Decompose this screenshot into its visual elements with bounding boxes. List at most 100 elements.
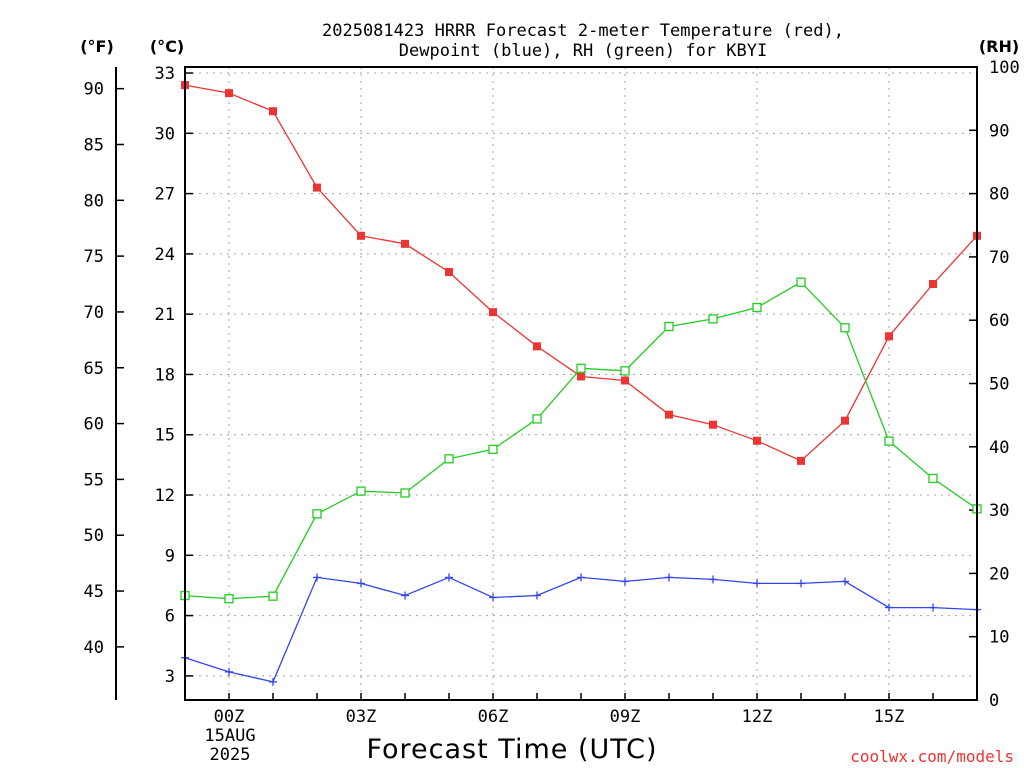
time-axis: 00Z 03Z 06Z 09Z 12Z 15Z	[184, 693, 978, 727]
celsius-tick-label: 3	[165, 667, 175, 687]
fahrenheit-tick-label: 70	[84, 303, 104, 323]
temperature-point	[797, 456, 805, 465]
fahrenheit-tick-label: 45	[84, 582, 104, 602]
temperature-point	[357, 231, 365, 240]
rh-point	[532, 414, 542, 424]
fahrenheit-tick-label: 50	[84, 526, 104, 546]
date-label-day: 15AUG	[204, 726, 255, 746]
dewpoint-point	[929, 603, 937, 612]
fahrenheit-unit-label: (°F)	[80, 37, 114, 56]
rh-axis: 0 10 20 30 40 50 60 70 80 90 100	[969, 58, 1020, 711]
temperature-point	[709, 420, 717, 429]
credit-label: coolwx.com/models	[850, 747, 1014, 766]
rh-point	[840, 323, 850, 333]
dewpoint-point	[753, 579, 761, 588]
dewpoint-point	[401, 591, 409, 600]
temperature-point	[577, 372, 585, 381]
plot-frame	[184, 66, 978, 701]
temperature-point	[401, 239, 409, 248]
temperature-point	[929, 280, 937, 289]
dewpoint-point	[841, 577, 849, 586]
fahrenheit-tick-label: 85	[84, 135, 104, 155]
temperature-point	[753, 436, 761, 445]
chart-title-line-1: 2025081423 HRRR Forecast 2-meter Tempera…	[322, 21, 844, 41]
rh-point	[488, 444, 498, 454]
rh-point	[796, 277, 806, 287]
dewpoint-point	[225, 667, 233, 676]
dewpoint-point	[709, 575, 717, 584]
fahrenheit-axis: 40 45 50 55 60 65 70 75 80 85 90	[84, 80, 124, 658]
rh-point	[576, 363, 586, 373]
rh-tick-label: 50	[989, 375, 1009, 395]
celsius-tick-label: 33	[155, 64, 175, 84]
dewpoint-point	[357, 579, 365, 588]
celsius-axis: 3 6 9 12 15 18 21 24 27 30 33	[155, 64, 193, 687]
dewpoint-series	[181, 573, 981, 686]
rh-point	[400, 488, 410, 498]
grid-lines	[185, 67, 977, 700]
temperature-point	[445, 267, 453, 276]
rh-tick-label: 90	[989, 121, 1009, 141]
celsius-tick-label: 24	[155, 245, 175, 265]
time-tick-label: 03Z	[346, 707, 377, 727]
rh-series	[180, 277, 982, 604]
celsius-tick-label: 30	[155, 124, 175, 144]
rh-unit-label: (RH)	[979, 37, 1019, 56]
temperature-point	[885, 332, 893, 341]
dewpoint-point	[269, 677, 277, 686]
rh-tick-label: 40	[989, 438, 1009, 458]
time-tick-label: 12Z	[742, 707, 773, 727]
dewpoint-point	[489, 593, 497, 602]
series-layer	[180, 81, 982, 686]
dewpoint-point	[533, 591, 541, 600]
rh-point	[664, 321, 674, 332]
rh-point	[224, 594, 234, 604]
temperature-point	[533, 342, 541, 351]
temperature-point	[489, 308, 497, 317]
celsius-tick-label: 18	[155, 365, 175, 385]
dewpoint-point	[797, 579, 805, 588]
celsius-tick-label: 27	[155, 185, 175, 205]
rh-point	[928, 473, 938, 484]
time-tick-label: 00Z	[214, 707, 245, 727]
fahrenheit-tick-label: 65	[84, 359, 104, 379]
fahrenheit-tick-label: 60	[84, 415, 104, 435]
chart-title: 2025081423 HRRR Forecast 2-meter Tempera…	[322, 21, 844, 61]
time-tick-label: 06Z	[478, 707, 509, 727]
dewpoint-point	[885, 603, 893, 612]
rh-point	[620, 366, 630, 376]
rh-point	[752, 302, 762, 313]
rh-tick-label: 100	[989, 58, 1020, 78]
rh-point	[268, 591, 278, 601]
celsius-tick-label: 6	[165, 607, 175, 627]
date-label-year: 2025	[210, 745, 251, 765]
celsius-tick-label: 12	[155, 486, 175, 506]
rh-point	[884, 436, 894, 446]
temperature-point	[269, 107, 277, 116]
time-tick-label: 09Z	[610, 707, 641, 727]
dewpoint-point	[665, 573, 673, 582]
celsius-tick-label: 21	[155, 305, 175, 325]
temperature-point	[621, 376, 629, 385]
dewpoint-line	[184, 576, 978, 683]
temperature-point	[225, 89, 233, 98]
dewpoint-point	[445, 573, 453, 582]
dewpoint-point	[313, 573, 321, 582]
rh-line	[184, 281, 978, 600]
rh-tick-label: 70	[989, 248, 1009, 268]
rh-tick-label: 20	[989, 564, 1009, 584]
temperature-point	[841, 416, 849, 425]
rh-tick-label: 80	[989, 185, 1009, 205]
temperature-point	[313, 183, 321, 192]
rh-tick-label: 0	[989, 691, 999, 711]
dewpoint-point	[621, 577, 629, 586]
temperature-series	[181, 81, 981, 465]
fahrenheit-tick-label: 90	[84, 80, 104, 100]
celsius-unit-label: (°C)	[150, 37, 184, 56]
temperature-point	[665, 410, 673, 419]
rh-tick-label: 60	[989, 311, 1009, 331]
time-tick-label: 15Z	[874, 707, 905, 727]
temperature-line	[184, 84, 978, 462]
rh-point	[312, 509, 322, 519]
rh-point	[708, 314, 718, 324]
